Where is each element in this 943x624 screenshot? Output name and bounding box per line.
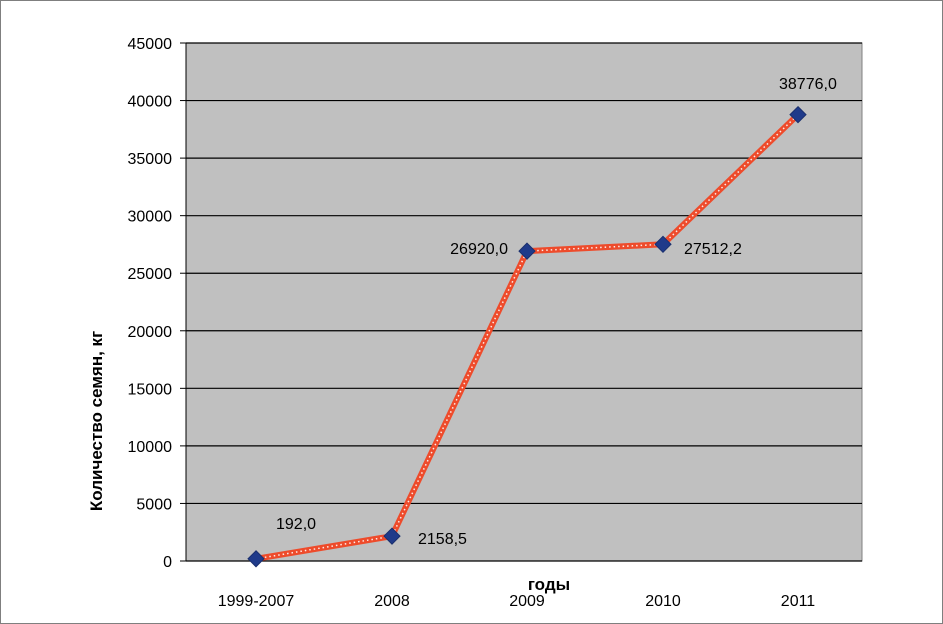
y-axis-title: Количество семян, кг <box>87 331 106 511</box>
data-point-marker <box>789 105 807 124</box>
x-tick-label: 2011 <box>781 593 816 610</box>
plot-area <box>185 42 863 562</box>
x-axis-title: годы <box>528 575 570 594</box>
y-axis-tick-labels: 0 5000 10000 15000 20000 25000 30000 35000 40000… <box>128 36 173 571</box>
data-markers <box>247 105 807 568</box>
data-point-marker <box>383 527 401 545</box>
y-tick-label: 25000 <box>128 266 173 283</box>
x-tick-label: 1999-2007 <box>218 593 295 610</box>
y-tick-label: 35000 <box>128 151 173 168</box>
y-tick-label: 5000 <box>136 496 172 513</box>
y-tick-label: 45000 <box>128 36 173 53</box>
y-tick-label: 10000 <box>128 439 173 456</box>
data-label: 192,0 <box>276 516 316 533</box>
y-tick-label: 15000 <box>128 381 173 398</box>
x-axis-tick-labels: 1999-2007 2008 2009 2010 2011 <box>218 593 816 610</box>
y-tick-label: 20000 <box>128 324 173 341</box>
data-label: 38776,0 <box>779 76 837 93</box>
data-label: 27512,2 <box>684 241 742 258</box>
y-tick-label: 0 <box>163 554 172 571</box>
data-point-marker <box>654 235 672 254</box>
x-tick-label: 2008 <box>374 593 410 610</box>
data-labels: 192,0 2158,5 26920,0 27512,2 38776,0 <box>276 76 837 548</box>
data-point-marker <box>247 550 265 568</box>
data-label: 2158,5 <box>418 531 467 548</box>
y-tick-label: 30000 <box>128 209 173 226</box>
x-tick-label: 2010 <box>645 593 681 610</box>
data-label: 26920,0 <box>450 241 508 258</box>
x-tick-label: 2009 <box>509 593 545 610</box>
y-tick-label: 40000 <box>128 94 173 111</box>
data-point-marker <box>518 242 536 260</box>
grid-lines <box>180 42 862 562</box>
